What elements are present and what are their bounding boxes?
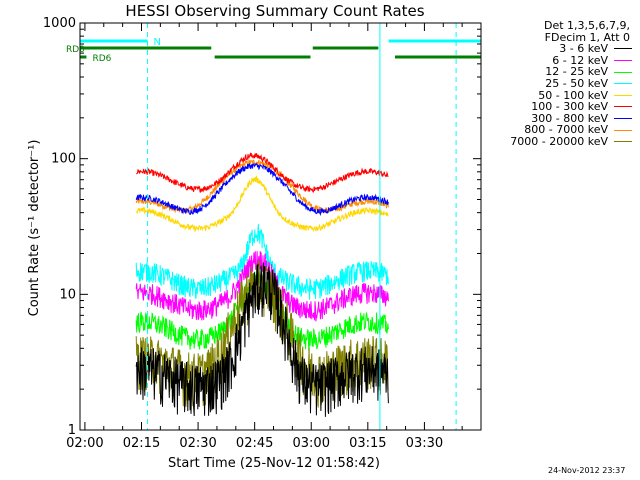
timestamp: 24-Nov-2012 23:37 — [548, 466, 626, 475]
chart-title: HESSI Observing Summary Count Rates — [125, 2, 424, 20]
legend-swatch — [614, 71, 632, 73]
legend-item: 800 - 7000 keV — [480, 124, 636, 136]
x-axis-ticks: 02:00 02:15 02:30 02:45 03:00 03:15 03:30 — [66, 23, 463, 451]
flag-layer: N RD0 RD6 — [66, 37, 481, 64]
flag-label-n: N — [154, 37, 161, 48]
flag-label-rd6: RD6 — [92, 54, 111, 64]
legend-item: 7000 - 20000 keV — [480, 136, 636, 148]
legend-label: 7000 - 20000 keV — [510, 134, 608, 148]
legend-item: 12 - 25 keV — [480, 66, 636, 78]
x-tick-label: 02:45 — [236, 436, 273, 451]
series-line — [135, 223, 389, 300]
series-line — [136, 152, 389, 193]
legend-item: 50 - 100 keV — [480, 88, 636, 102]
legend-label: 12 - 25 keV — [545, 65, 608, 79]
legend-swatch — [614, 83, 632, 85]
x-axis-label: Start Time (25-Nov-12 01:58:42) — [168, 456, 380, 471]
legend-item: 3 - 6 keV — [480, 43, 636, 55]
legend-label: 100 - 300 keV — [531, 100, 608, 114]
legend-item: 300 - 800 keV — [480, 113, 636, 125]
x-tick-label: 02:00 — [66, 436, 103, 451]
plot-frame — [79, 22, 482, 431]
y-tick-label: 1 — [68, 423, 76, 438]
series-layer — [135, 152, 389, 417]
legend-swatch — [614, 94, 632, 96]
legend-label: 6 - 12 keV — [552, 53, 608, 67]
legend-header-detectors: Det 1,3,5,6,7,9, — [543, 19, 630, 32]
series-line — [135, 161, 389, 217]
series-line — [136, 175, 389, 233]
x-tick-label: 03:00 — [293, 436, 330, 451]
y-tick-label: 1000 — [43, 16, 76, 31]
legend-header-settings: FDecim 1, Att 0 — [544, 30, 630, 44]
legend-label: 3 - 6 keV — [559, 42, 608, 56]
legend-swatch — [614, 118, 632, 120]
y-tick-label: 100 — [51, 152, 76, 167]
legend-label: 50 - 100 keV — [538, 88, 608, 102]
series-line — [135, 262, 389, 417]
legend-swatch — [614, 106, 632, 108]
legend-swatch — [614, 60, 632, 62]
x-tick-label: 02:15 — [123, 436, 160, 451]
legend-item: 6 - 12 keV — [480, 55, 636, 67]
x-tick-label: 03:30 — [406, 436, 443, 451]
legend: Det 1,3,5,6,7,9, FDecim 1, Att 0 3 - 6 k… — [480, 20, 636, 148]
y-tick-label: 10 — [59, 287, 76, 302]
legend-label: 300 - 800 keV — [531, 111, 608, 125]
y-axis-label: Count Rate (s⁻¹ detector⁻¹) — [27, 140, 42, 317]
legend-label: 25 - 50 keV — [545, 76, 608, 90]
legend-swatch — [614, 48, 632, 50]
y-axis-ticks: 1 10 100 1000 — [43, 16, 481, 438]
legend-item: 25 - 50 keV — [480, 78, 636, 90]
series-line — [135, 251, 389, 322]
legend-label: 800 - 7000 keV — [524, 123, 608, 137]
x-tick-label: 03:15 — [349, 436, 386, 451]
x-tick-label: 02:30 — [179, 436, 216, 451]
legend-swatch — [614, 129, 632, 131]
legend-item: 100 - 300 keV — [480, 101, 636, 113]
legend-swatch — [614, 141, 632, 143]
flag-label-rd0: RD0 — [66, 45, 85, 55]
